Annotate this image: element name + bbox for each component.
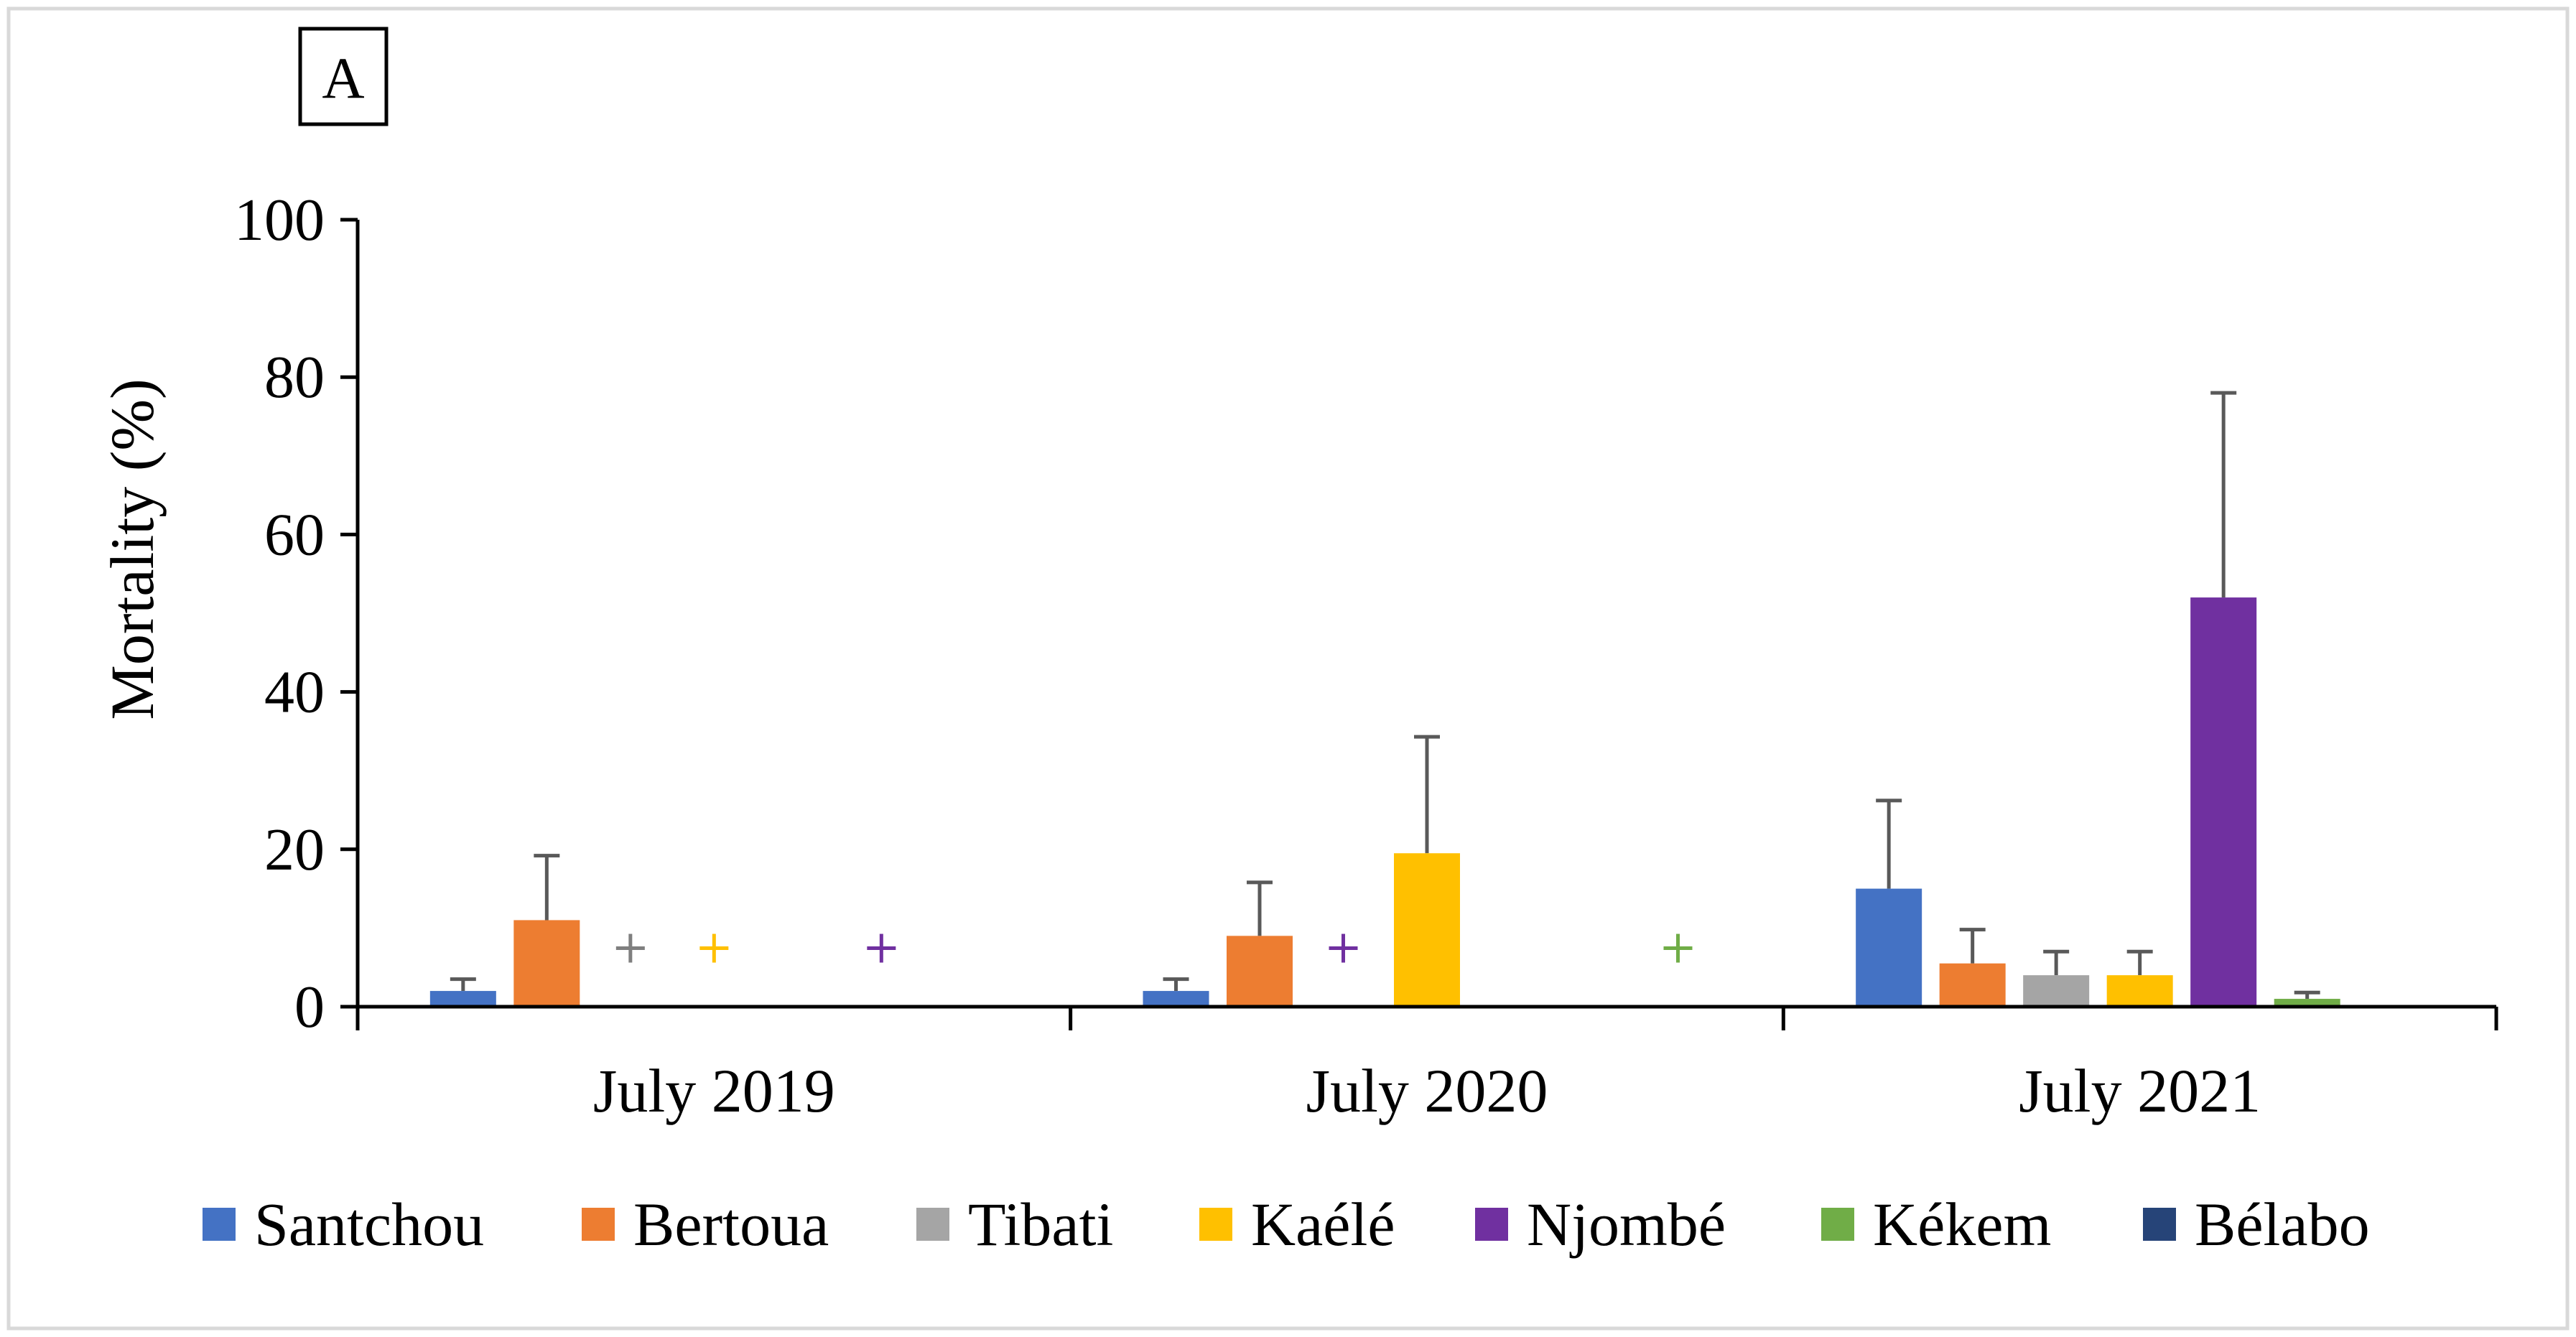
bar-santchou-july-2021	[1856, 888, 1922, 1007]
x-axis-category-labels: July 2019 July 2020 July 2021	[593, 1056, 2261, 1125]
bar-tibati-july-2021	[2023, 975, 2090, 1007]
legend-swatch	[2143, 1208, 2176, 1241]
legend-label: Njombé	[1527, 1190, 1726, 1259]
legend-item-kaele: Kaélé	[1199, 1190, 1395, 1259]
plus-marker-july-2020-tibati	[1329, 933, 1358, 963]
plus-marker-july-2020-belabo	[1663, 933, 1693, 963]
legend-label: Kaélé	[1251, 1190, 1395, 1259]
legend-label: Tibati	[968, 1190, 1113, 1259]
legend-item-njombe: Njombé	[1475, 1190, 1726, 1259]
y-tick-label: 60	[264, 501, 325, 568]
y-tick-label: 40	[264, 659, 325, 726]
plot-area	[429, 391, 2340, 1007]
y-tick-label: 80	[264, 344, 325, 411]
plus-marker-july-2019-kekem	[867, 933, 896, 963]
legend-label: Bertoua	[633, 1190, 829, 1259]
y-axis-ticks: 0 20 40 60 80 100	[234, 187, 358, 1040]
legend-swatch	[1821, 1208, 1854, 1241]
legend: Santchou Bertoua Tibati Kaélé Njombé Kékem Bél…	[203, 1190, 2370, 1259]
legend-swatch	[916, 1208, 949, 1241]
legend-label: Bélabo	[2195, 1190, 2370, 1259]
plus-marker-july-2019-tibati	[615, 933, 645, 963]
legend-label: Kékem	[1873, 1190, 2051, 1259]
panel-label: A	[322, 45, 364, 111]
x-category-label: July 2019	[593, 1056, 835, 1125]
axes	[355, 220, 2498, 1030]
legend-swatch	[1475, 1208, 1508, 1241]
x-category-label: July 2021	[2019, 1056, 2261, 1125]
legend-item-kekem: Kékem	[1821, 1190, 2051, 1259]
y-tick-label: 0	[294, 974, 325, 1040]
legend-swatch	[582, 1208, 615, 1241]
legend-item-belabo: Bélabo	[2143, 1190, 2370, 1259]
x-category-label: July 2020	[1306, 1056, 1548, 1125]
bar-bertoua-july-2020	[1227, 936, 1293, 1007]
bar-kaele-july-2021	[2106, 975, 2173, 1007]
panel-label-frame	[298, 27, 389, 126]
y-axis-title: Mortality (%)	[98, 378, 167, 719]
bar-njombe-july-2021	[2190, 597, 2257, 1007]
chart-border	[6, 6, 2570, 1331]
legend-item-santchou: Santchou	[203, 1190, 484, 1259]
plus-marker-july-2019-kaele	[699, 933, 729, 963]
legend-swatch	[1199, 1208, 1232, 1241]
bar-bertoua-july-2019	[513, 920, 580, 1007]
bar-santchou-july-2020	[1143, 991, 1209, 1007]
bar-kaele-july-2020	[1394, 853, 1460, 1007]
legend-swatch	[203, 1208, 236, 1241]
panel-label-box: A	[298, 27, 389, 126]
bar-bertoua-july-2021	[1939, 963, 2006, 1007]
y-tick-label: 100	[234, 187, 325, 253]
bar-kekem-july-2021	[2274, 999, 2340, 1007]
y-tick-label: 20	[264, 816, 325, 883]
legend-label: Santchou	[254, 1190, 484, 1259]
bar-santchou-july-2019	[429, 991, 496, 1007]
legend-item-bertoua: Bertoua	[582, 1190, 829, 1259]
legend-item-tibati: Tibati	[916, 1190, 1113, 1259]
